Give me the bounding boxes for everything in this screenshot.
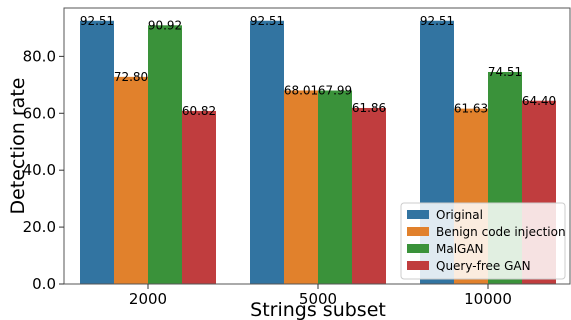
- legend-entry: Benign code injection: [436, 225, 566, 239]
- data-label: 72.80: [114, 70, 148, 84]
- legend-swatch: [407, 227, 429, 236]
- bars-layer: [80, 20, 556, 285]
- bar-benign-code-injection-2000: [114, 76, 148, 285]
- legend-entry: Query-free GAN: [436, 259, 531, 273]
- bar-original-2000: [80, 20, 114, 285]
- data-label: 61.63: [454, 102, 488, 116]
- x-tick-label: 2000: [129, 290, 167, 308]
- data-label: 92.51: [250, 14, 284, 28]
- y-tick-label: 80.0: [23, 47, 56, 65]
- legend-entry: MalGAN: [436, 242, 484, 256]
- data-label: 60.82: [182, 104, 216, 118]
- data-label: 74.51: [488, 65, 522, 79]
- data-label: 90.92: [148, 18, 182, 32]
- legend-box: [400, 202, 566, 280]
- x-tick-label: 5000: [299, 290, 337, 308]
- legend-entry: Original: [436, 208, 483, 222]
- bar-query-free-gan-2000: [182, 110, 216, 284]
- bar-malgan-2000: [148, 25, 182, 284]
- data-labels-layer: 92.51 92.51 92.51 72.80 68.01 61.63 90.92 67.99…: [80, 14, 556, 118]
- y-axis-label: Detection rate: [7, 78, 29, 215]
- y-tick-label: 60.0: [23, 104, 56, 122]
- axes-layer: 0.0 20.0 40.0 60.0 80.0 2000 5000 10000: [23, 7, 571, 308]
- data-label: 68.01: [284, 83, 318, 97]
- data-label: 64.40: [522, 94, 556, 108]
- y-tick-label: 20.0: [23, 218, 56, 236]
- bar-malgan-5000: [318, 90, 352, 284]
- data-label: 61.86: [352, 101, 386, 115]
- y-tick-label: 40.0: [23, 161, 56, 179]
- legend-swatch: [407, 210, 429, 219]
- bar-benign-code-injection-5000: [284, 90, 318, 285]
- bar-original-5000: [250, 20, 284, 285]
- legend-swatch: [407, 244, 429, 253]
- y-tick-label: 0.0: [32, 275, 56, 293]
- legend: Original Benign code injection MalGAN Query…: [400, 202, 566, 280]
- legend-swatch: [407, 261, 429, 270]
- data-label: 92.51: [420, 14, 454, 28]
- x-axis-label: Strings subset: [250, 299, 386, 320]
- x-tick-label: 10000: [464, 290, 512, 308]
- bar-query-free-gan-5000: [352, 107, 386, 284]
- data-label: 67.99: [318, 84, 352, 98]
- data-label: 92.51: [80, 14, 114, 28]
- plot-frame: [63, 7, 571, 285]
